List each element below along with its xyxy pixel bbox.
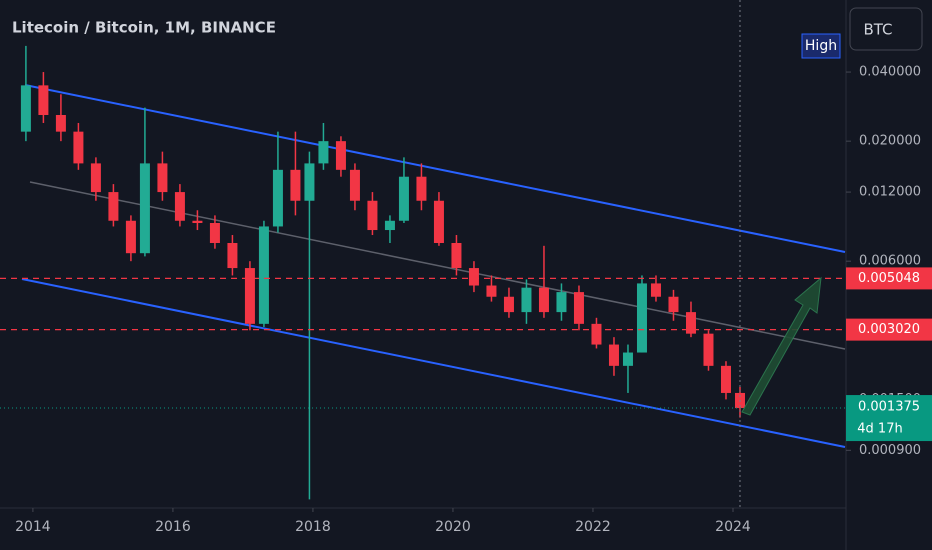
candle-body	[335, 141, 346, 170]
x-tick-label: 2022	[575, 519, 611, 535]
countdown-label: 4d 17h	[857, 422, 902, 437]
candle-body	[468, 268, 479, 286]
candle-body	[272, 169, 283, 227]
candle-body	[139, 163, 150, 254]
candle-body	[503, 296, 514, 313]
candle-body	[451, 243, 462, 269]
candle-body	[685, 312, 696, 334]
symbol-button[interactable]	[849, 7, 923, 51]
candle-body	[538, 287, 549, 313]
candle-body	[608, 344, 619, 366]
y-tick-label: 0.040000	[859, 65, 921, 80]
candle-body	[304, 163, 315, 201]
candle-body	[244, 268, 255, 324]
candle-body	[521, 287, 532, 313]
price-level-label: 0.005048	[858, 271, 920, 286]
high-tag-label: High	[805, 38, 837, 54]
candle-body	[73, 131, 84, 164]
candle-body	[486, 285, 497, 297]
price-level-tag	[846, 267, 932, 290]
candle-body	[192, 220, 203, 223]
channel-upper	[24, 84, 846, 253]
candle-body	[703, 333, 714, 366]
candle-body	[398, 176, 409, 221]
candle-body	[55, 114, 66, 132]
y-tick-label: 0.000900	[859, 443, 921, 458]
y-tick-label: 0.012000	[859, 185, 921, 200]
x-tick-label: 2024	[715, 519, 751, 535]
price-level-tag	[846, 318, 932, 341]
candle-body	[349, 169, 360, 201]
candle-body	[108, 192, 119, 221]
candle-body	[622, 352, 633, 366]
x-tick-label: 2020	[435, 519, 471, 535]
candle-body	[591, 323, 602, 345]
candle-body	[157, 163, 168, 193]
symbol-button-label[interactable]: BTC	[863, 21, 892, 39]
candle-body	[209, 222, 220, 244]
forecast-arrow	[741, 276, 822, 416]
candle-body	[636, 283, 647, 353]
candle-body	[650, 283, 661, 297]
candle-body	[125, 220, 136, 254]
channel-middle	[29, 181, 846, 350]
x-tick-label: 2016	[155, 519, 191, 535]
candle-body	[90, 163, 101, 193]
candle-body	[20, 85, 31, 132]
x-tick-label: 2014	[15, 519, 51, 535]
x-tick-label: 2018	[295, 519, 331, 535]
candle-body	[384, 220, 395, 231]
candle-body	[38, 85, 49, 115]
candle-body	[367, 200, 378, 231]
candle-body	[174, 192, 185, 221]
last-price-label: 0.001375	[858, 400, 920, 415]
last-price-tag	[846, 395, 932, 442]
candle-body	[318, 141, 329, 164]
candle-body	[290, 169, 301, 201]
y-tick-label: 0.020000	[859, 134, 921, 149]
candle-body	[227, 243, 238, 269]
high-tag	[801, 33, 841, 59]
candle-body	[258, 226, 269, 324]
chart-title: Litecoin / Bitcoin, 1M, BINANCE	[12, 19, 276, 37]
y-tick-label: 0.006000	[859, 254, 921, 269]
candle-body	[556, 292, 567, 313]
candle-body	[573, 292, 584, 324]
channel-lower	[21, 278, 846, 448]
candle-body	[668, 296, 679, 313]
candle-body	[433, 200, 444, 244]
candle-body	[720, 365, 731, 393]
price-level-label: 0.003020	[858, 322, 920, 337]
candle-body	[416, 176, 427, 201]
